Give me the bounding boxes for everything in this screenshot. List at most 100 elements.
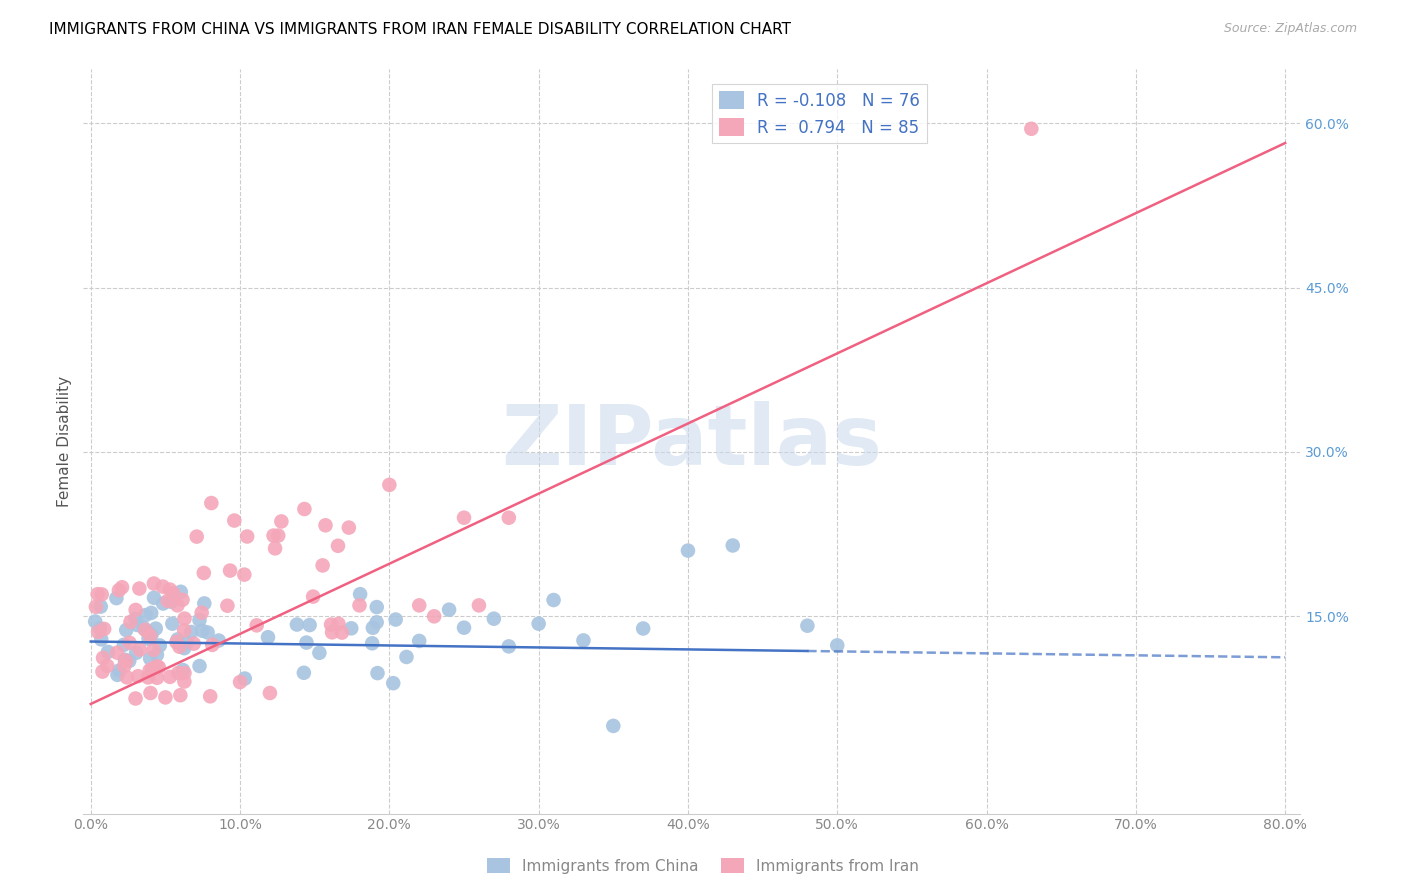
Point bbox=[166, 632, 188, 647]
Point bbox=[285, 617, 308, 632]
Point bbox=[127, 669, 149, 683]
Point bbox=[201, 638, 224, 652]
Point bbox=[468, 599, 491, 613]
Point bbox=[135, 608, 157, 623]
Point bbox=[169, 688, 191, 702]
Point bbox=[115, 670, 138, 684]
Point bbox=[124, 603, 146, 617]
Point bbox=[423, 609, 446, 624]
Legend: Immigrants from China, Immigrants from Iran: Immigrants from China, Immigrants from I… bbox=[481, 852, 925, 880]
Point bbox=[408, 634, 430, 648]
Point bbox=[498, 640, 520, 654]
Point bbox=[134, 623, 156, 637]
Point bbox=[361, 636, 384, 650]
Point bbox=[143, 591, 166, 605]
Point bbox=[180, 625, 202, 640]
Point bbox=[128, 642, 150, 657]
Point bbox=[124, 612, 146, 626]
Point bbox=[138, 664, 160, 678]
Text: Source: ZipAtlas.com: Source: ZipAtlas.com bbox=[1223, 22, 1357, 36]
Point bbox=[173, 674, 195, 689]
Point bbox=[349, 599, 371, 613]
Point bbox=[118, 654, 141, 668]
Point bbox=[139, 686, 162, 700]
Point bbox=[408, 599, 430, 613]
Point bbox=[138, 632, 160, 646]
Point bbox=[166, 599, 188, 613]
Point bbox=[96, 658, 118, 673]
Point bbox=[263, 528, 285, 542]
Point bbox=[825, 638, 848, 652]
Point bbox=[141, 662, 163, 676]
Point bbox=[146, 659, 169, 673]
Point bbox=[482, 612, 505, 626]
Text: IMMIGRANTS FROM CHINA VS IMMIGRANTS FROM IRAN FEMALE DISABILITY CORRELATION CHAR: IMMIGRANTS FROM CHINA VS IMMIGRANTS FROM… bbox=[49, 22, 792, 37]
Point bbox=[321, 625, 343, 640]
Point bbox=[219, 564, 242, 578]
Y-axis label: Female Disability: Female Disability bbox=[58, 376, 72, 507]
Point bbox=[91, 651, 114, 665]
Point bbox=[145, 622, 167, 636]
Point bbox=[292, 665, 315, 680]
Point bbox=[128, 582, 150, 596]
Point bbox=[136, 670, 159, 684]
Point bbox=[796, 618, 818, 632]
Point bbox=[1021, 121, 1043, 136]
Point bbox=[328, 616, 350, 631]
Point bbox=[86, 587, 108, 601]
Point bbox=[173, 611, 195, 625]
Point bbox=[159, 582, 181, 597]
Point bbox=[115, 623, 138, 637]
Point bbox=[236, 529, 259, 543]
Point bbox=[330, 625, 353, 640]
Point bbox=[173, 641, 195, 656]
Point bbox=[191, 624, 214, 638]
Point bbox=[319, 617, 342, 632]
Point bbox=[233, 567, 256, 582]
Point bbox=[259, 686, 281, 700]
Point bbox=[200, 496, 222, 510]
Point bbox=[217, 599, 239, 613]
Point bbox=[141, 606, 163, 620]
Point bbox=[270, 515, 292, 529]
Point bbox=[183, 637, 205, 651]
Point bbox=[108, 583, 131, 598]
Point bbox=[97, 645, 120, 659]
Point bbox=[120, 615, 142, 629]
Point bbox=[173, 666, 195, 681]
Point bbox=[264, 541, 287, 556]
Point bbox=[190, 606, 212, 620]
Point bbox=[112, 638, 135, 652]
Point bbox=[188, 659, 211, 673]
Point bbox=[89, 621, 111, 635]
Point bbox=[142, 576, 165, 591]
Point bbox=[146, 671, 169, 685]
Point bbox=[361, 621, 384, 635]
Point bbox=[302, 590, 325, 604]
Point bbox=[149, 639, 172, 653]
Point bbox=[602, 719, 624, 733]
Point bbox=[93, 622, 115, 636]
Point bbox=[193, 596, 215, 610]
Point bbox=[453, 510, 475, 524]
Point bbox=[132, 621, 155, 635]
Point bbox=[366, 600, 388, 615]
Point bbox=[382, 676, 405, 690]
Point bbox=[315, 518, 337, 533]
Point bbox=[326, 539, 349, 553]
Point bbox=[186, 530, 208, 544]
Point bbox=[224, 514, 246, 528]
Point bbox=[543, 593, 565, 607]
Point bbox=[527, 616, 550, 631]
Point bbox=[139, 629, 162, 643]
Point bbox=[84, 615, 107, 629]
Point bbox=[267, 528, 290, 542]
Point bbox=[233, 672, 256, 686]
Point bbox=[366, 615, 388, 630]
Point bbox=[111, 580, 134, 594]
Point bbox=[176, 635, 198, 649]
Point bbox=[721, 539, 744, 553]
Point bbox=[308, 646, 330, 660]
Point bbox=[367, 666, 389, 681]
Point bbox=[197, 625, 219, 640]
